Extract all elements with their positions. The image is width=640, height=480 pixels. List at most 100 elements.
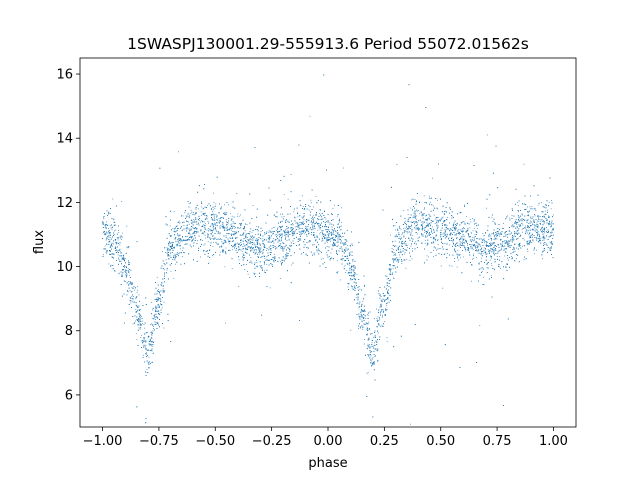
data-point (136, 296, 138, 297)
data-point (108, 231, 109, 232)
data-point (224, 212, 226, 213)
data-point (541, 232, 543, 234)
data-point (216, 239, 218, 240)
data-point (491, 216, 493, 218)
data-point (319, 209, 321, 210)
data-point (193, 218, 194, 220)
data-point (104, 225, 106, 227)
data-point (343, 243, 345, 245)
data-point (330, 232, 332, 234)
data-point (302, 221, 304, 223)
data-point (228, 204, 230, 206)
data-point (344, 264, 346, 266)
data-point (427, 217, 429, 219)
data-point (531, 218, 533, 220)
data-point (496, 238, 498, 240)
data-point (490, 242, 492, 244)
data-point (108, 228, 109, 229)
data-point (326, 246, 328, 247)
data-point (303, 230, 305, 232)
data-point (490, 243, 492, 244)
data-point (162, 288, 164, 290)
data-point (414, 213, 416, 215)
data-point (378, 309, 380, 310)
data-point (456, 237, 458, 239)
data-point (471, 236, 473, 238)
data-point (458, 229, 460, 230)
data-point (213, 192, 214, 194)
data-point (263, 261, 265, 262)
data-point (488, 251, 489, 252)
data-point (245, 248, 247, 250)
data-point (232, 234, 234, 235)
data-point (158, 306, 159, 308)
data-point (233, 225, 235, 227)
data-point (450, 228, 451, 229)
data-point (543, 250, 545, 251)
data-point (404, 253, 405, 255)
data-point (373, 361, 374, 363)
data-point (256, 226, 258, 228)
data-point (466, 215, 467, 217)
data-point (336, 271, 337, 273)
data-point (514, 250, 516, 252)
data-point (303, 233, 305, 235)
data-point (106, 232, 108, 234)
data-point (194, 214, 196, 216)
data-point (426, 255, 428, 257)
data-point (125, 280, 127, 282)
data-point (454, 231, 455, 233)
data-point (535, 210, 537, 211)
data-point (297, 216, 299, 218)
data-point (544, 214, 546, 215)
data-point (204, 214, 206, 216)
data-point (272, 238, 274, 239)
data-point (247, 271, 249, 272)
data-point (173, 211, 175, 212)
data-point (180, 248, 181, 250)
data-point (473, 240, 475, 242)
data-point (215, 230, 217, 232)
data-point (501, 244, 503, 246)
data-point (371, 360, 373, 362)
data-point (370, 362, 372, 364)
data-point (376, 318, 378, 319)
data-point (121, 239, 122, 240)
data-point (222, 243, 224, 245)
data-point (238, 286, 240, 287)
data-point (228, 241, 230, 243)
data-point (370, 346, 372, 348)
data-point (287, 231, 289, 233)
data-point (211, 254, 213, 256)
data-point (339, 238, 340, 240)
data-point (351, 271, 352, 273)
data-point (420, 224, 422, 226)
data-point (272, 233, 274, 235)
data-point (410, 245, 412, 247)
data-point (298, 231, 300, 233)
data-point (225, 235, 227, 236)
data-point (512, 240, 514, 241)
data-point (416, 209, 417, 211)
data-point (119, 248, 121, 250)
data-point (378, 311, 380, 313)
data-point (397, 259, 399, 261)
data-point (201, 206, 203, 208)
data-point (270, 249, 272, 251)
data-point (367, 372, 369, 373)
data-point (484, 240, 485, 241)
data-point (358, 307, 360, 309)
data-point (189, 233, 191, 235)
data-point (441, 223, 443, 224)
data-point (524, 209, 525, 210)
data-point (316, 235, 318, 237)
data-point (319, 233, 321, 235)
data-point (183, 225, 185, 226)
data-point (141, 323, 143, 324)
data-point (169, 250, 170, 252)
data-point (505, 252, 507, 253)
data-point (308, 205, 309, 206)
data-point (405, 267, 407, 269)
data-point (127, 267, 129, 269)
data-point (302, 223, 304, 225)
